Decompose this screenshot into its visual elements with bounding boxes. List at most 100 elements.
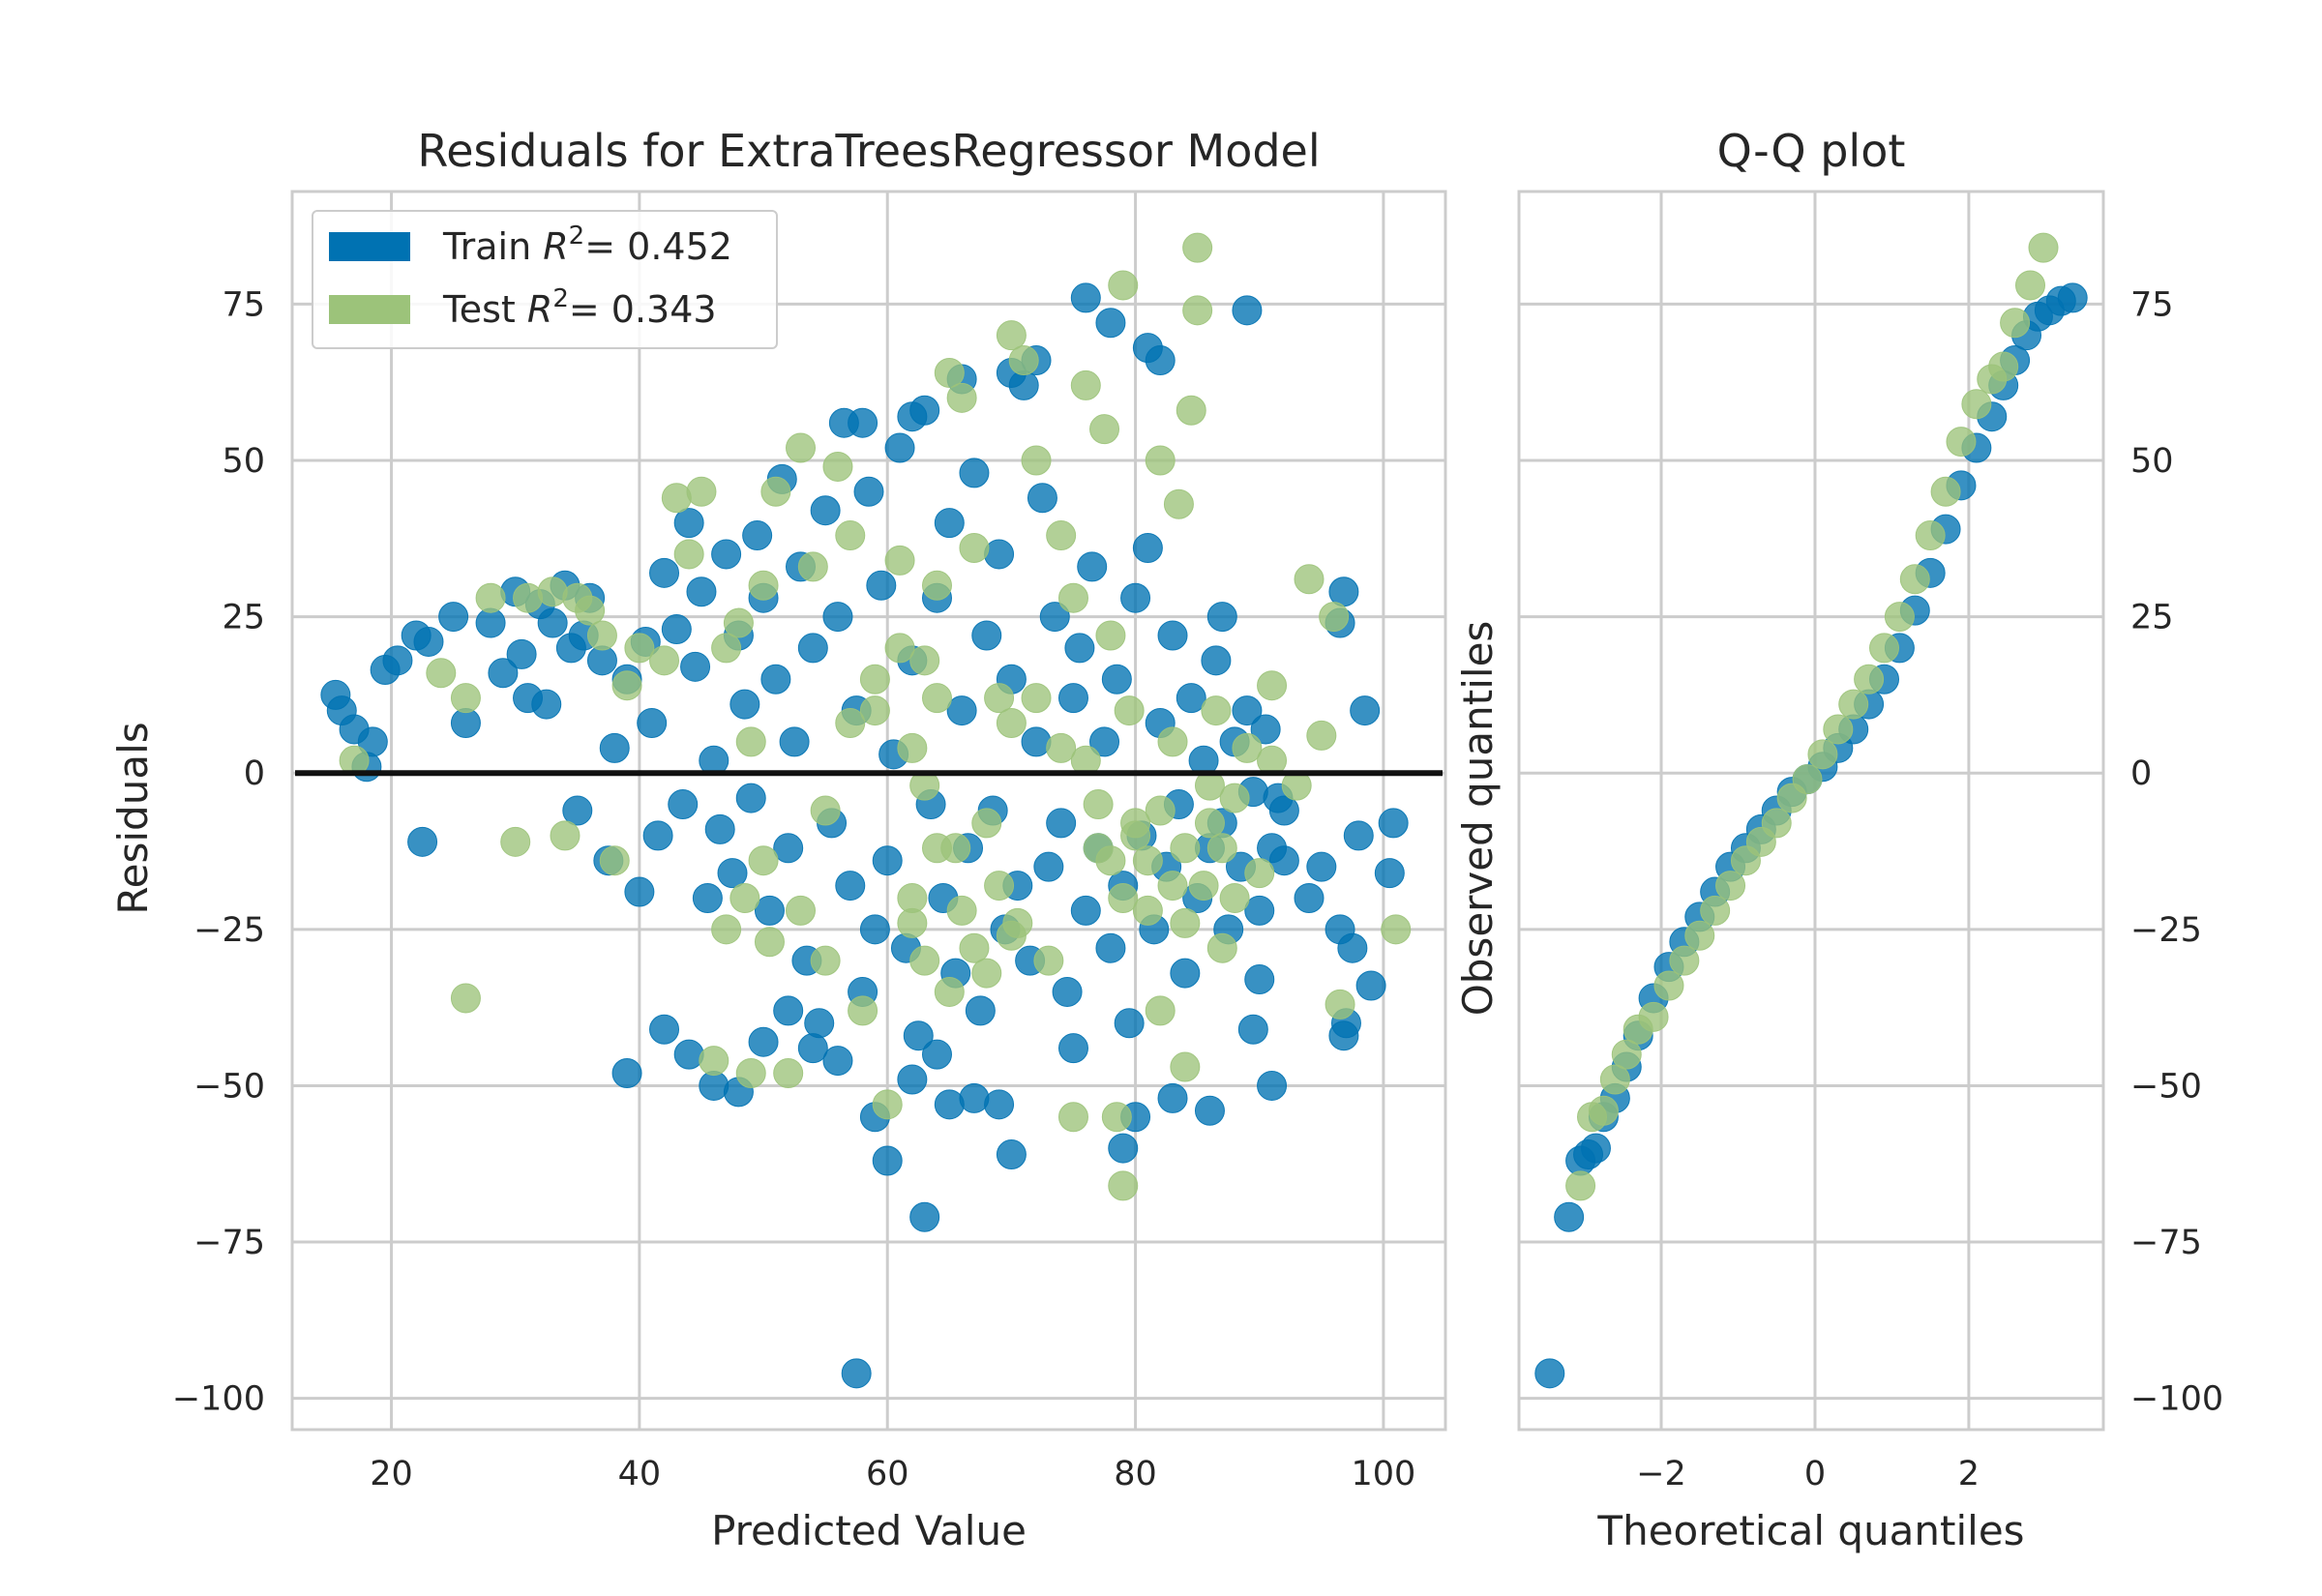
residuals-train-point <box>866 570 897 601</box>
residuals-test-point <box>575 595 606 626</box>
residuals-test-point <box>1057 582 1088 613</box>
residuals-train-point <box>735 783 766 813</box>
residuals-test-point <box>971 808 1002 839</box>
residuals-train-point <box>531 689 562 720</box>
residuals-test-point <box>822 451 853 482</box>
residuals-test-point <box>984 871 1015 901</box>
residuals-test-point <box>835 707 866 738</box>
qq-y-tick-label: 75 <box>2130 285 2174 324</box>
qq-test-point <box>1588 1095 1619 1126</box>
residuals-test-point <box>1095 845 1126 876</box>
qq-plot: −2 0 2 −100 −75 −50 −25 0 25 50 75 Q-Q plot Theor… <box>1454 125 2223 1554</box>
residuals-test-point <box>1095 620 1126 651</box>
residuals-train-point <box>959 1082 990 1113</box>
residuals-test-point <box>735 1058 766 1089</box>
residuals-train-point <box>1077 551 1108 582</box>
residuals-test-point <box>959 932 990 963</box>
qq-plot-frame <box>1517 190 2105 1432</box>
residuals-test-point <box>1294 564 1325 595</box>
residuals-test-point <box>1232 732 1263 763</box>
qq-test-point <box>1669 945 1700 976</box>
residuals-train-point <box>773 833 804 864</box>
residuals-y-tick-label: −25 <box>194 911 265 950</box>
residuals-train-point <box>661 614 692 645</box>
residuals-train-point <box>1232 695 1263 726</box>
residuals-train-point <box>1378 808 1409 839</box>
residuals-test-point <box>599 845 630 876</box>
residuals-test-point <box>946 895 977 926</box>
qq-train-point <box>1554 1201 1585 1232</box>
residuals-test-point <box>723 607 754 638</box>
residuals-train-point <box>1268 845 1299 876</box>
residuals-test-point <box>921 833 952 864</box>
residuals-test-point <box>711 633 742 664</box>
residuals-train-point <box>1027 483 1057 514</box>
residuals-test-point <box>996 320 1027 351</box>
residuals-train-point <box>686 576 717 607</box>
residuals-test-point <box>1194 808 1225 839</box>
residuals-train-point <box>848 407 878 438</box>
residuals-train-point <box>934 508 965 539</box>
residuals-test-point <box>1083 789 1114 820</box>
residuals-train-point <box>804 1008 835 1039</box>
residuals-train-point <box>357 726 388 757</box>
residuals-train-point <box>1201 645 1232 676</box>
qq-test-point <box>1946 427 1977 458</box>
residuals-train-point <box>673 1039 704 1070</box>
residuals-train-point <box>637 707 668 738</box>
residuals-x-tick-label: 80 <box>1114 1455 1157 1493</box>
residuals-test-point <box>934 357 965 388</box>
residuals-test-point <box>1089 414 1120 445</box>
qq-test-point <box>1700 895 1731 926</box>
residuals-train-point <box>680 651 711 682</box>
residuals-test-point <box>1057 1102 1088 1133</box>
residuals-test-point <box>884 633 915 664</box>
residuals-test-point <box>1188 871 1219 901</box>
qq-test-point <box>1653 970 1684 1001</box>
residuals-train-point <box>649 557 680 588</box>
qq-train-point <box>1580 1133 1611 1164</box>
legend-swatch-train <box>329 232 410 261</box>
residuals-test-point <box>1219 883 1250 914</box>
residuals-train-point <box>984 1089 1015 1120</box>
residuals-test-point <box>872 1089 903 1120</box>
qq-test-point <box>1611 1039 1642 1070</box>
residuals-y-tick-label: −50 <box>194 1067 265 1106</box>
residuals-test-point <box>1219 783 1250 813</box>
residuals-test-point <box>735 726 766 757</box>
qq-test-point <box>1869 633 1899 664</box>
residuals-train-point <box>1157 620 1188 651</box>
residuals-train-point <box>1089 726 1120 757</box>
residuals-x-tick-label: 60 <box>866 1455 909 1493</box>
residuals-train-point <box>1070 895 1101 926</box>
qq-test-point <box>2000 308 2031 339</box>
residuals-test-point <box>848 995 878 1026</box>
residuals-test-point <box>1306 720 1337 751</box>
residuals-test-point <box>1145 445 1176 476</box>
residuals-test-point <box>500 826 531 857</box>
residuals-test-point <box>1182 295 1213 326</box>
qq-test-point <box>1854 664 1885 695</box>
residuals-train-point <box>748 1026 779 1057</box>
residuals-y-tick-label: 0 <box>244 754 265 793</box>
residuals-train-point <box>797 633 828 664</box>
residuals-test-point <box>1145 795 1176 826</box>
legend-swatch-test <box>329 295 410 324</box>
legend-label-test: Test R2= 0.343 <box>442 284 717 331</box>
qq-x-tick-label: −2 <box>1636 1455 1686 1493</box>
residuals-train-point <box>1021 726 1052 757</box>
residuals-test-point <box>996 707 1027 738</box>
residuals-test-point <box>946 382 977 413</box>
residuals-train-point <box>704 813 735 844</box>
residuals-plot: 20 40 60 80 100 −100 −75 −50 −25 0 25 50 75 Residua… <box>109 125 1447 1554</box>
qq-x-ticks: −2 0 2 <box>1636 1455 1980 1493</box>
residuals-train-point <box>599 732 630 763</box>
qq-y-ticks: −100 −75 −50 −25 0 25 50 75 <box>2130 285 2223 1418</box>
residuals-train-point <box>1046 808 1077 839</box>
residuals-test-point <box>810 795 841 826</box>
residuals-test-point <box>897 732 928 763</box>
residuals-test-point <box>1132 845 1163 876</box>
residuals-test-point <box>1046 520 1077 551</box>
residuals-test-point <box>797 551 828 582</box>
residuals-test-point <box>673 539 704 570</box>
